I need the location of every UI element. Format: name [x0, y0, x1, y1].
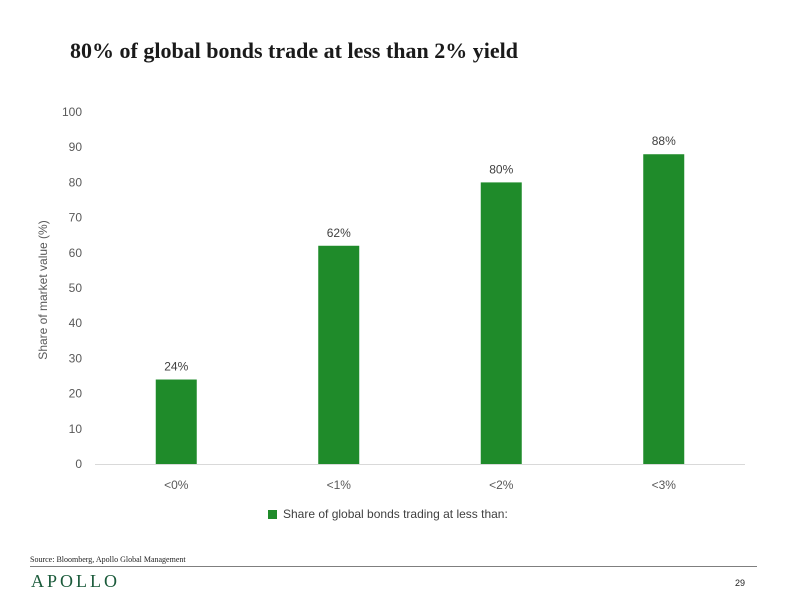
apollo-logo: APOLLO — [31, 571, 120, 591]
x-tick-label: <2% — [489, 478, 514, 492]
y-tick-label: 10 — [69, 422, 83, 436]
slide-title: 80% of global bonds trade at less than 2… — [70, 38, 518, 63]
bar — [480, 182, 522, 464]
data-label: 24% — [164, 360, 188, 374]
y-axis-ticks: 0 10 20 30 40 50 60 70 80 90 100 — [62, 105, 82, 471]
chart-legend: Share of global bonds trading at less th… — [268, 507, 508, 521]
y-tick-label: 80 — [69, 175, 83, 189]
source-note: Source: Bloomberg, Apollo Global Managem… — [30, 555, 186, 564]
y-tick-label: 90 — [69, 140, 83, 154]
x-tick-label: <3% — [652, 478, 677, 492]
y-tick-label: 60 — [69, 246, 83, 260]
y-tick-label: 30 — [69, 351, 83, 365]
bars — [155, 154, 685, 465]
y-tick-label: 50 — [69, 281, 83, 295]
data-label: 88% — [652, 134, 676, 148]
y-tick-label: 40 — [69, 316, 83, 330]
x-axis-ticks: <0% <1% <2% <3% — [164, 478, 676, 492]
legend-label: Share of global bonds trading at less th… — [283, 507, 508, 521]
y-tick-label: 0 — [75, 457, 82, 471]
x-tick-label: <0% — [164, 478, 189, 492]
page-number: 29 — [734, 578, 745, 588]
footer-divider — [30, 566, 757, 567]
bar — [643, 154, 685, 465]
y-axis-title: Share of market value (%) — [36, 220, 50, 359]
y-tick-label: 20 — [69, 387, 83, 401]
bar — [155, 379, 197, 464]
bar — [318, 245, 360, 464]
x-tick-label: <1% — [327, 478, 352, 492]
data-labels: 24% 62% 80% 88% — [164, 134, 676, 373]
data-label: 80% — [489, 162, 513, 176]
y-tick-label: 100 — [62, 105, 82, 119]
data-label: 62% — [327, 226, 351, 240]
legend-swatch — [268, 509, 277, 519]
y-tick-label: 70 — [69, 211, 83, 225]
